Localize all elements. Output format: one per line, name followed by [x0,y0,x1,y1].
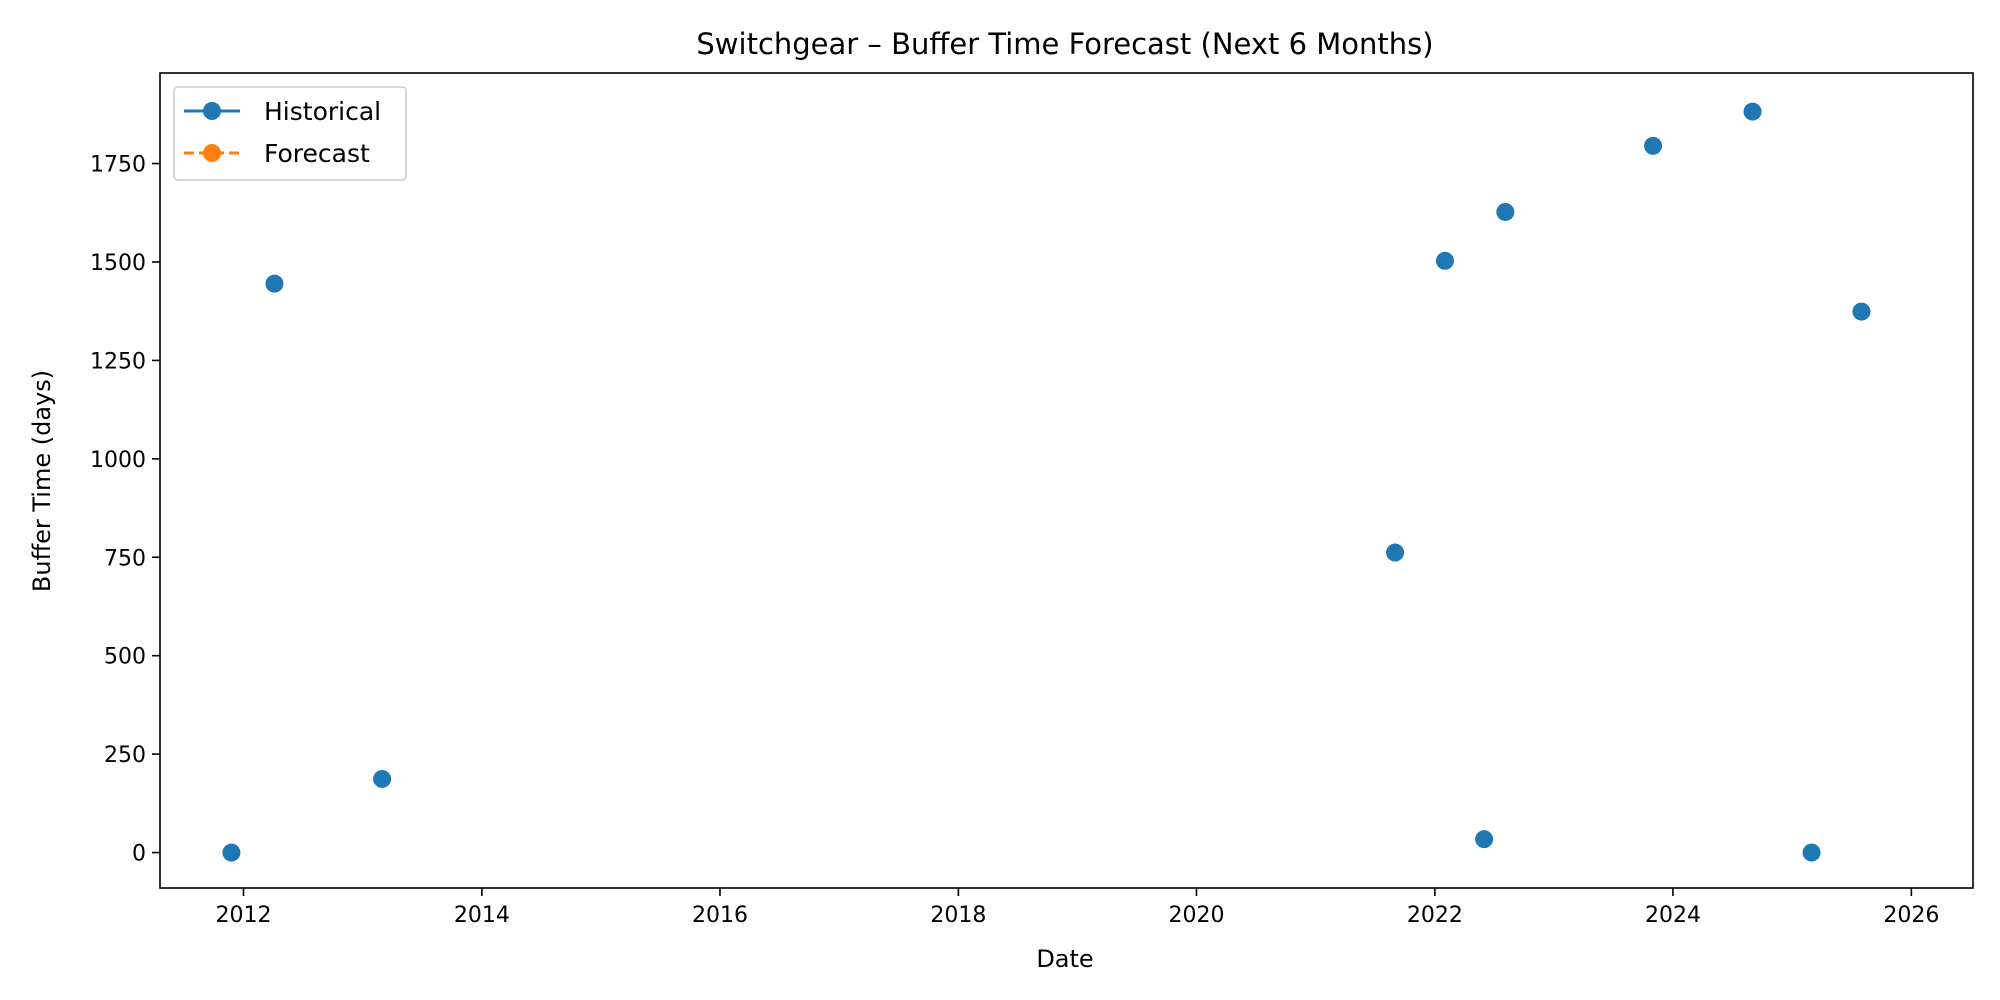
legend-forecast-marker [203,144,221,162]
x-tick-label: 2012 [215,903,271,928]
y-tick-label: 500 [104,645,146,670]
data-point-historical [1802,843,1821,862]
x-tick-label: 2020 [1168,903,1224,928]
y-tick-label: 750 [104,546,146,571]
x-tick-label: 2022 [1407,903,1463,928]
y-tick-label: 1000 [90,448,146,473]
x-tick-label: 2018 [930,903,986,928]
y-axis-label: Buffer Time (days) [28,370,56,592]
data-points [222,102,1871,862]
x-axis-label: Date [1036,945,1093,973]
legend: Historical Forecast [173,86,407,181]
data-point-historical [1743,102,1762,121]
legend-historical-label: Historical [264,97,381,126]
y-tick-label: 1750 [90,153,146,178]
y-tick-label: 1500 [90,251,146,276]
y-tick-label: 0 [132,842,146,867]
x-tick-label: 2024 [1645,903,1701,928]
legend-historical-marker [203,102,221,120]
x-tick-label: 2014 [454,903,510,928]
data-point-historical [1852,302,1871,321]
x-tick-label: 2026 [1883,903,1939,928]
legend-forecast-label: Forecast [264,139,370,168]
data-point-historical [1386,543,1405,562]
x-tick-label: 2016 [692,903,748,928]
y-axis-ticks: 0 250 500 750 1000 1250 1500 1750 [90,153,160,867]
data-point-historical [1475,830,1494,849]
y-tick-label: 1250 [90,349,146,374]
data-point-historical [265,274,284,293]
data-point-historical [1644,136,1663,155]
data-point-historical [222,843,241,862]
data-point-historical [373,769,392,788]
y-tick-label: 250 [104,743,146,768]
data-point-historical [1435,251,1454,270]
data-point-historical [1496,202,1515,221]
x-axis-ticks: 2012 2014 2016 2018 2020 2022 2024 2026 [215,888,1939,928]
chart-title: Switchgear – Buffer Time Forecast (Next … [696,27,1433,61]
plot-frame [159,72,1974,889]
